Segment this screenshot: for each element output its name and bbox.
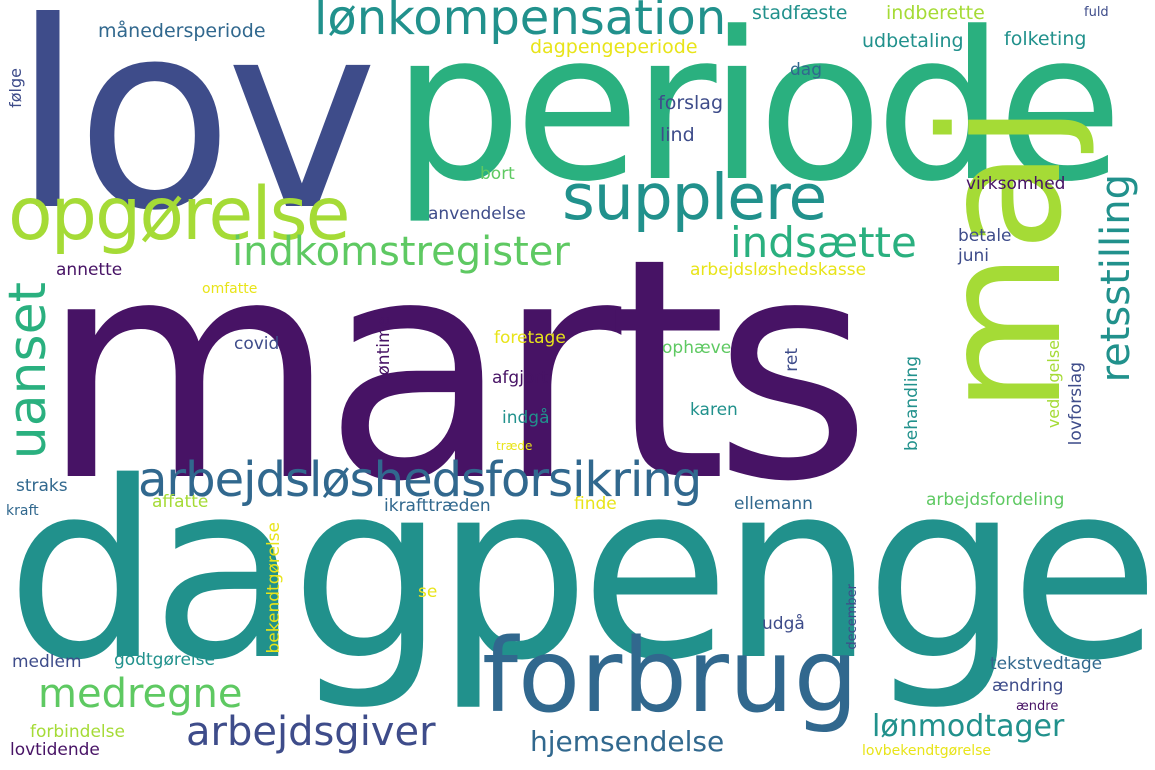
word-se: se <box>418 582 438 602</box>
word-medlem: medlem <box>12 652 82 672</box>
word-forbrug: forbrug <box>482 617 859 736</box>
word-lind: lind <box>660 124 695 146</box>
word-ikrafttraeden: ikrafttræden <box>384 496 491 516</box>
word-supplere: supplere <box>562 161 827 234</box>
word-lovforslag: lovforslag <box>1066 362 1086 446</box>
word-ret: ret <box>782 348 802 372</box>
word-hjemsendelse: hjemsendelse <box>530 725 725 758</box>
word-juni: juni <box>958 246 989 266</box>
word-dag: dag <box>790 60 822 80</box>
word-lovtidende: lovtidende <box>10 740 100 760</box>
word-arbejdsloshedsforsikring: arbejdsløshedsforsikring <box>138 452 702 508</box>
word-lonkompensation: lønkompensation <box>314 0 727 46</box>
word-omfatte: omfatte <box>202 281 258 297</box>
word-finde: finde <box>574 494 617 514</box>
word-betale: betale <box>958 226 1012 246</box>
word-forbindelse: forbindelse <box>30 722 125 742</box>
word-karen: karen <box>690 400 738 420</box>
word-tekstvedtage: tekstvedtage <box>990 654 1103 674</box>
word-bort: bort <box>480 164 515 184</box>
word-godtgorelse: godtgørelse <box>114 650 215 670</box>
word-marts: marts <box>40 193 872 548</box>
word-ellemann: ellemann <box>734 494 813 514</box>
word-anvendelse: anvendelse <box>428 204 526 224</box>
word-lontime: løntime <box>374 316 394 381</box>
word-aendring: ændring <box>992 676 1064 696</box>
word-covid: covid <box>234 334 280 354</box>
word-stadfaeste: stadfæste <box>752 2 848 24</box>
word-behandling: behandling <box>902 356 922 452</box>
word-forslag: forslag <box>658 92 724 114</box>
word-indkomstregister: indkomstregister <box>232 229 570 275</box>
word-dagpengeperiode: dagpengeperiode <box>530 36 698 58</box>
word-indga: indgå <box>502 408 550 428</box>
word-lovbekendtgorelse: lovbekendtgørelse <box>862 743 992 759</box>
word-annette: annette <box>56 260 123 280</box>
word-straks: straks <box>16 476 68 496</box>
word-manedersperiode: månedersperiode <box>98 20 266 42</box>
word-lonmodtager: lønmodtager <box>872 709 1065 744</box>
word-lov: lov <box>12 0 378 267</box>
word-folge: følge <box>6 68 25 108</box>
word-aendre: ændre <box>1016 699 1059 714</box>
word-arbejdsloshedskasse: arbejdsløshedskasse <box>690 260 867 280</box>
word-udbetaling: udbetaling <box>862 30 964 52</box>
word-vedtagelse: vedtagelse <box>1044 340 1063 429</box>
word-indberette: indberette <box>886 2 985 24</box>
word-retsstilling: retsstilling <box>1093 174 1139 383</box>
word-foretage: foretage <box>494 328 566 348</box>
word-uanset: uanset <box>0 282 58 460</box>
word-udga: udgå <box>762 614 805 634</box>
word-arbejdsgiver: arbejdsgiver <box>186 709 436 755</box>
word-affatte: affatte <box>152 492 209 512</box>
word-periode: periode <box>392 0 1123 227</box>
word-traede: træde <box>496 439 533 453</box>
word-dagpenge: dagpenge <box>6 430 1155 714</box>
word-indsaette: indsætte <box>730 218 917 267</box>
word-folketing: folketing <box>1004 28 1087 50</box>
word-bekendtgorelse: bekendtgørelse <box>264 522 284 654</box>
word-ophaeve: ophæve <box>662 338 732 358</box>
word-fuld: fuld <box>1084 5 1109 20</box>
word-virksomhed: virksomhed <box>966 174 1066 194</box>
word-medregne: medregne <box>38 671 243 717</box>
word-opgorelse: opgørelse <box>8 172 351 257</box>
word-arbejdsfordeling: arbejdsfordeling <box>926 490 1065 510</box>
word-afgjort: afgjort <box>492 368 548 388</box>
word-kraft: kraft <box>6 503 39 519</box>
word-december: december <box>845 584 860 650</box>
